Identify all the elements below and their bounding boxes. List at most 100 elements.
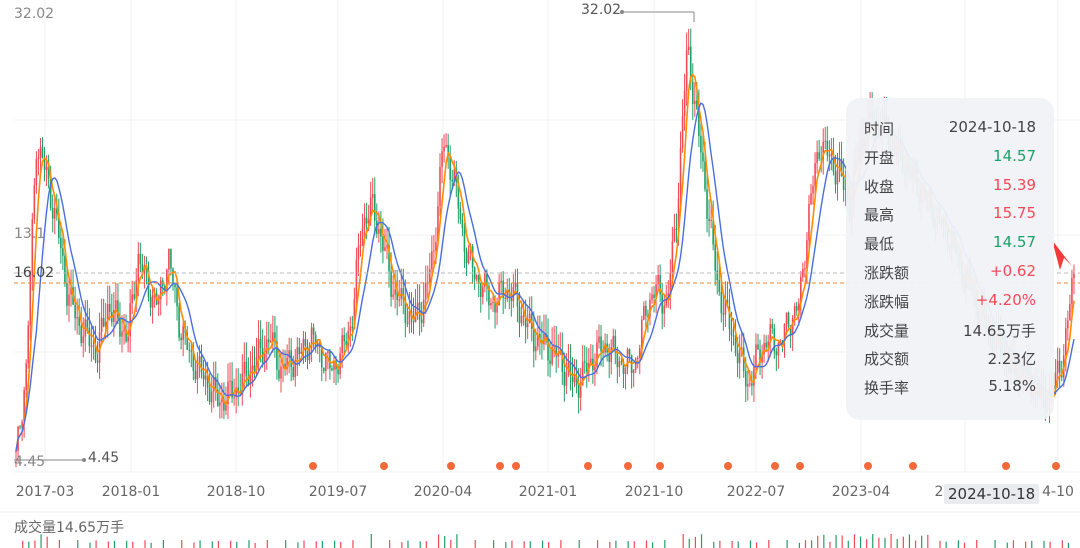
- candle-body: [490, 303, 492, 306]
- candle-body: [663, 305, 666, 314]
- volume-bar: [1061, 540, 1063, 548]
- candle-body: [29, 276, 32, 326]
- candle-body: [35, 159, 38, 186]
- volume-bar: [731, 541, 733, 548]
- tooltip-value: 14.57: [993, 233, 1036, 252]
- volume-bar: [181, 540, 183, 548]
- candle-body: [349, 326, 352, 331]
- candle-body: [325, 352, 327, 372]
- candle-body: [164, 285, 166, 292]
- candle-body: [82, 336, 85, 343]
- volume-bar: [560, 540, 562, 548]
- x-tick: 2021-10: [624, 484, 684, 500]
- candle-body: [294, 359, 297, 378]
- candle-body: [659, 274, 661, 295]
- candle-body: [482, 286, 484, 297]
- tooltip-key: 收盘: [864, 177, 895, 196]
- volume-bar: [444, 536, 446, 548]
- candle-body: [192, 351, 195, 371]
- event-marker: [512, 462, 520, 470]
- candle-body: [39, 147, 42, 158]
- candle-body: [257, 339, 260, 358]
- candle-body: [53, 208, 56, 219]
- candle-body: [33, 185, 36, 220]
- volume-bar: [89, 542, 91, 548]
- candle-body: [657, 274, 659, 285]
- candle-body: [170, 248, 172, 269]
- candle-body: [388, 245, 390, 272]
- candle-body: [439, 166, 441, 206]
- candle-body: [669, 273, 672, 294]
- volume-bar: [804, 540, 807, 548]
- volume-bar: [46, 536, 48, 548]
- volume-bar: [389, 540, 391, 548]
- volume-bar: [652, 542, 654, 548]
- candle-body: [773, 328, 776, 352]
- candle-body: [757, 344, 759, 350]
- candle-body: [793, 306, 796, 318]
- candle-body: [500, 280, 502, 283]
- candle-body: [451, 179, 454, 182]
- candle-body: [94, 345, 97, 361]
- candle-body: [453, 169, 456, 182]
- tooltip-key: 成交量: [864, 321, 910, 340]
- candle-body: [535, 346, 537, 352]
- candle-body: [125, 329, 127, 342]
- tooltip-row: 收盘 15.39: [864, 176, 1036, 204]
- candle-body: [227, 381, 229, 405]
- volume-bar: [144, 540, 146, 548]
- event-marker: [584, 462, 592, 470]
- volume-bar: [456, 534, 458, 548]
- candle-body: [135, 280, 138, 299]
- volume-bar: [829, 541, 831, 548]
- candle-body: [555, 345, 557, 357]
- tooltip-row: 时间 2024-10-18: [864, 118, 1036, 146]
- candle-body: [518, 306, 521, 324]
- candle-body: [51, 207, 54, 219]
- volume-bar: [786, 540, 788, 548]
- tooltip-key: 成交额: [864, 350, 910, 369]
- volume-bar: [297, 542, 299, 548]
- volume-bar: [859, 536, 862, 548]
- candle-body: [404, 298, 407, 324]
- candle-body: [787, 312, 790, 327]
- volume-bar: [352, 540, 354, 548]
- candle-body: [133, 294, 136, 299]
- candle-body: [702, 152, 704, 162]
- candle-body: [596, 342, 598, 367]
- candle-body: [532, 329, 535, 352]
- candle-body: [276, 341, 278, 370]
- candle-body: [628, 349, 631, 355]
- candle-body: [779, 341, 782, 344]
- candle-body: [243, 361, 246, 374]
- candle-body: [791, 317, 794, 336]
- candle-body: [700, 135, 702, 153]
- candle-body: [312, 327, 315, 335]
- candle-body: [441, 151, 443, 167]
- candle-body: [732, 335, 735, 337]
- volume-bar: [896, 539, 898, 548]
- x-tick: 2020-04: [413, 484, 473, 500]
- event-marker: [447, 462, 455, 470]
- candle-body: [714, 244, 716, 271]
- tooltip-row: 开盘 14.57: [864, 147, 1036, 175]
- volume-bar: [548, 542, 550, 548]
- candle-body: [288, 350, 290, 358]
- candle-body: [806, 240, 808, 269]
- candle-body: [681, 115, 684, 148]
- candle-body: [751, 383, 753, 386]
- candle-body: [274, 332, 276, 342]
- volume-bar: [866, 539, 868, 548]
- x-tick: 4-10: [1042, 484, 1074, 500]
- candle-body: [653, 294, 655, 298]
- candle-body: [504, 297, 507, 300]
- candle-body: [255, 357, 258, 371]
- tooltip-key: 最高: [864, 206, 895, 225]
- candle-body: [41, 147, 44, 158]
- volume-bar: [719, 540, 721, 548]
- candle-body: [219, 402, 221, 406]
- candle-body: [233, 397, 235, 399]
- candle-body: [514, 282, 517, 288]
- volume-bar: [914, 540, 917, 548]
- candle-body: [292, 367, 295, 378]
